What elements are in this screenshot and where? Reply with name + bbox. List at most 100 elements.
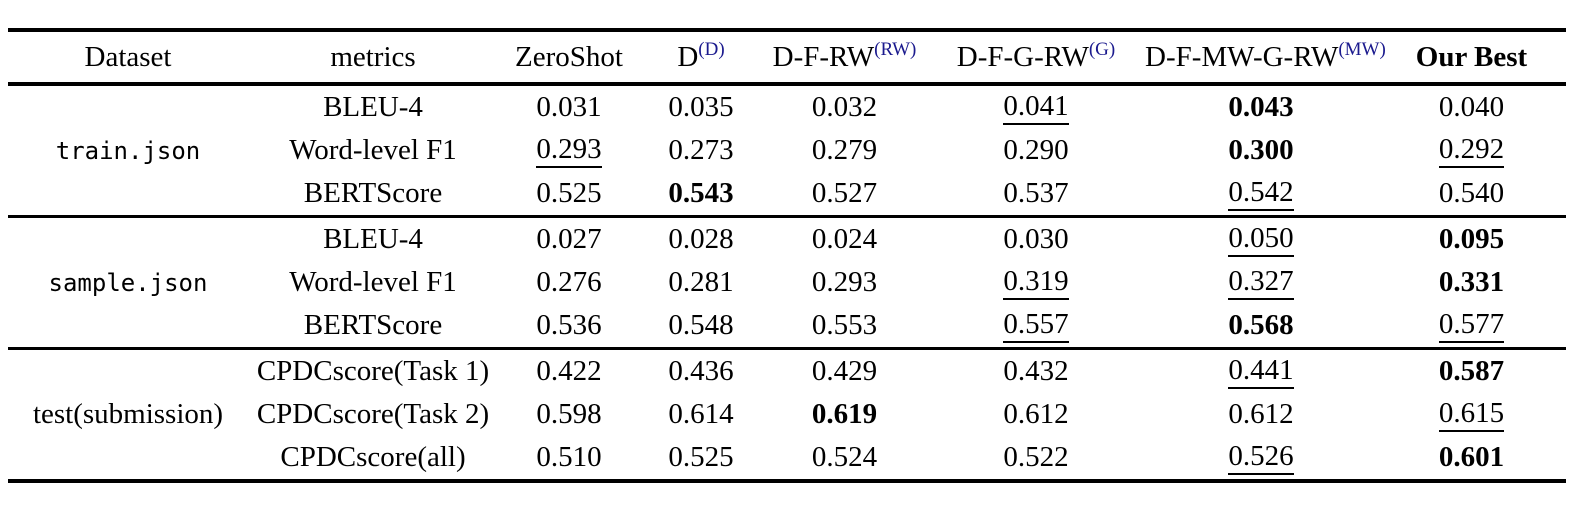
score-value: 0.319 bbox=[1003, 266, 1069, 300]
score-value: 0.542 bbox=[1228, 177, 1294, 211]
score-cell: 0.043 bbox=[1145, 84, 1377, 129]
column-header-d-f-rw: D-F-RW(RW) bbox=[762, 30, 927, 86]
score-cell: 0.598 bbox=[498, 393, 640, 436]
table-row: BERTScore 0.525 0.543 0.527 0.537 0.542 0.540 bbox=[8, 172, 1566, 217]
score-cell: 0.273 bbox=[640, 129, 762, 172]
score-value: 0.293 bbox=[536, 134, 602, 168]
score-value: 0.279 bbox=[811, 134, 878, 166]
score-value: 0.041 bbox=[1003, 91, 1069, 125]
score-cell: 0.031 bbox=[498, 84, 640, 129]
header-row: Dataset metrics ZeroShot D(D) D-F-RW(RW) D-F-… bbox=[8, 30, 1566, 86]
metric-label: CPDCscore(Task 2) bbox=[256, 398, 490, 430]
score-cell: 0.510 bbox=[498, 436, 640, 481]
table-head: Dataset metrics ZeroShot D(D) D-F-RW(RW) D-F-… bbox=[8, 30, 1566, 86]
metric-label: BERTScore bbox=[303, 177, 443, 209]
score-cell: 0.300 bbox=[1145, 129, 1377, 172]
score-value: 0.050 bbox=[1228, 223, 1294, 257]
column-header-superscript: (D) bbox=[698, 38, 725, 60]
score-value: 0.612 bbox=[1228, 398, 1294, 430]
table-row: BERTScore 0.536 0.548 0.553 0.557 0.568 0.577 bbox=[8, 304, 1566, 349]
score-cell: 0.290 bbox=[927, 129, 1145, 172]
score-cell: 0.525 bbox=[498, 172, 640, 217]
score-value: 0.293 bbox=[811, 266, 878, 298]
score-cell: 0.614 bbox=[640, 393, 762, 436]
score-cell: 0.524 bbox=[762, 436, 927, 481]
score-cell: 0.568 bbox=[1145, 304, 1377, 349]
score-value: 0.292 bbox=[1438, 134, 1505, 168]
column-header-label: Dataset bbox=[84, 40, 172, 73]
score-value: 0.432 bbox=[1003, 355, 1069, 387]
score-value: 0.441 bbox=[1228, 355, 1294, 389]
score-value: 0.525 bbox=[668, 441, 734, 473]
score-value: 0.031 bbox=[536, 91, 602, 123]
score-cell: 0.040 bbox=[1377, 84, 1566, 129]
score-cell: 0.553 bbox=[762, 304, 927, 349]
score-value: 0.095 bbox=[1438, 223, 1505, 255]
column-header-superscript: (G) bbox=[1088, 38, 1116, 60]
score-value: 0.557 bbox=[1003, 309, 1069, 343]
score-cell: 0.327 bbox=[1145, 261, 1377, 304]
column-header-label: D-F-G-RW bbox=[956, 40, 1089, 73]
score-cell: 0.293 bbox=[498, 129, 640, 172]
score-value: 0.525 bbox=[536, 177, 602, 209]
score-value: 0.524 bbox=[811, 441, 878, 473]
score-cell: 0.612 bbox=[927, 393, 1145, 436]
score-value: 0.290 bbox=[1003, 134, 1069, 166]
score-value: 0.598 bbox=[536, 398, 602, 430]
score-value: 0.587 bbox=[1438, 355, 1505, 387]
score-cell: 0.542 bbox=[1145, 172, 1377, 217]
column-header-label: D bbox=[677, 40, 699, 73]
score-value: 0.510 bbox=[536, 441, 602, 473]
column-header-label: D-F-MW-G-RW bbox=[1145, 40, 1339, 73]
metric-label: BLEU-4 bbox=[323, 91, 423, 123]
score-cell: 0.587 bbox=[1377, 349, 1566, 394]
score-cell: 0.441 bbox=[1145, 349, 1377, 394]
metric-label: BLEU-4 bbox=[323, 223, 423, 255]
score-cell: 0.035 bbox=[640, 84, 762, 129]
score-value: 0.436 bbox=[668, 355, 734, 387]
score-value: 0.568 bbox=[1228, 309, 1294, 341]
table-row: CPDCscore(all) 0.510 0.525 0.524 0.522 0.526 0… bbox=[8, 436, 1566, 481]
group-test-submission: test(submission) CPDCscore(Task 1) 0.422 0.… bbox=[8, 348, 1566, 482]
score-value: 0.537 bbox=[1003, 177, 1069, 209]
score-cell: 0.422 bbox=[498, 349, 640, 394]
metric-label: Word-level F1 bbox=[289, 266, 457, 298]
score-value: 0.300 bbox=[1228, 134, 1294, 166]
score-cell: 0.525 bbox=[640, 436, 762, 481]
score-cell: 0.432 bbox=[927, 349, 1145, 394]
score-value: 0.615 bbox=[1438, 398, 1505, 432]
column-header-d: D(D) bbox=[640, 30, 762, 86]
score-cell: 0.030 bbox=[927, 217, 1145, 262]
column-header-label: Our Best bbox=[1415, 40, 1528, 73]
score-cell: 0.027 bbox=[498, 217, 640, 262]
score-cell: 0.526 bbox=[1145, 436, 1377, 481]
score-cell: 0.527 bbox=[762, 172, 927, 217]
dataset-label: sample.json bbox=[48, 268, 208, 297]
score-cell: 0.095 bbox=[1377, 217, 1566, 262]
column-header-d-f-mw-g-rw: D-F-MW-G-RW(MW) bbox=[1145, 30, 1386, 86]
score-value: 0.035 bbox=[668, 91, 734, 123]
score-cell: 0.028 bbox=[640, 217, 762, 262]
score-cell: 0.024 bbox=[762, 217, 927, 262]
score-cell: 0.041 bbox=[927, 84, 1145, 129]
metric-label: CPDCscore(all) bbox=[280, 441, 466, 473]
table-row: Word-level F1 0.276 0.281 0.293 0.319 0.327 0.… bbox=[8, 261, 1566, 304]
score-value: 0.281 bbox=[668, 266, 734, 298]
score-value: 0.553 bbox=[811, 309, 878, 341]
column-header-label: ZeroShot bbox=[515, 40, 623, 73]
table-row: CPDCscore(Task 2) 0.598 0.614 0.619 0.612 0.6… bbox=[8, 393, 1566, 436]
score-cell: 0.522 bbox=[927, 436, 1145, 481]
score-cell: 0.577 bbox=[1377, 304, 1566, 349]
score-cell: 0.319 bbox=[927, 261, 1145, 304]
score-cell: 0.292 bbox=[1377, 129, 1566, 172]
column-header-d-f-g-rw: D-F-G-RW(G) bbox=[927, 30, 1145, 86]
column-header-superscript: (RW) bbox=[874, 38, 917, 60]
score-cell: 0.601 bbox=[1377, 436, 1566, 481]
score-cell: 0.050 bbox=[1145, 217, 1377, 262]
score-value: 0.601 bbox=[1438, 441, 1505, 473]
score-value: 0.327 bbox=[1228, 266, 1294, 300]
column-header-label: D-F-RW bbox=[772, 40, 875, 73]
score-value: 0.040 bbox=[1438, 91, 1505, 123]
score-cell: 0.557 bbox=[927, 304, 1145, 349]
